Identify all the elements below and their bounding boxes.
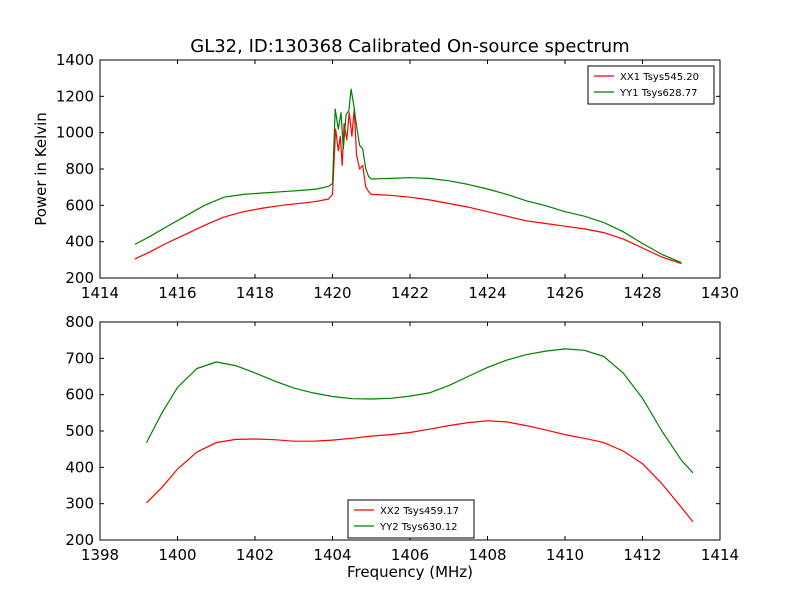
x-tick-label: 1420 xyxy=(313,284,351,302)
x-tick-label: 1428 xyxy=(623,284,661,302)
series-line-yy2 xyxy=(145,348,694,474)
y-tick-label: 1200 xyxy=(56,87,94,105)
bottom-spectrum-panel: 1398 1400 1402 1404 1406 1408 1410 1412 1414 200 3… xyxy=(65,313,739,564)
y-tick-label: 700 xyxy=(65,349,94,367)
y-tick-label: 800 xyxy=(65,313,94,331)
x-axis-label: Frequency (MHz) xyxy=(347,563,473,581)
x-tick-label: 1422 xyxy=(391,284,429,302)
legend-label: YY1 Tsys628.77 xyxy=(619,88,698,99)
legend-box xyxy=(347,499,475,539)
y-tick-label: 200 xyxy=(65,531,94,549)
series-line-xx2 xyxy=(146,420,694,523)
x-tick-label: 1418 xyxy=(236,284,274,302)
x-tick-label: 1402 xyxy=(236,546,274,564)
top-spectrum-panel: 1414 1416 1418 1420 1422 1424 1426 1428 1430 200 4… xyxy=(56,51,739,302)
x-tick-label: 1398 xyxy=(81,546,119,564)
y-tick-label: 600 xyxy=(65,196,94,214)
x-tick-label: 1424 xyxy=(468,284,506,302)
y-tick-label: 600 xyxy=(65,386,94,404)
legend-label: YY2 Tsys630.12 xyxy=(379,522,458,533)
x-tick-label: 1426 xyxy=(546,284,584,302)
figure-title: GL32, ID:130368 Calibrated On-source spe… xyxy=(190,36,629,57)
x-tick-label: 1408 xyxy=(468,546,506,564)
series-line-yy1 xyxy=(134,88,682,264)
x-tick-label: 1414 xyxy=(701,546,739,564)
y-tick-label: 400 xyxy=(65,458,94,476)
x-tick-label: 1412 xyxy=(623,546,661,564)
x-tick-label: 1410 xyxy=(546,546,584,564)
y-tick-label: 800 xyxy=(65,160,94,178)
x-tick-label: 1400 xyxy=(158,546,196,564)
y-tick-label: 500 xyxy=(65,422,94,440)
y-tick-label: 300 xyxy=(65,495,94,513)
y-tick-label: 400 xyxy=(65,233,94,251)
x-tick-label: 1430 xyxy=(701,284,739,302)
legend-box xyxy=(587,65,715,105)
x-tick-label: 1404 xyxy=(313,546,351,564)
x-tick-label: 1416 xyxy=(158,284,196,302)
legend-label: XX1 Tsys545.20 xyxy=(620,72,699,83)
y-axis-label: Power in Kelvin xyxy=(32,112,50,226)
x-tick-label: 1414 xyxy=(81,284,119,302)
y-tick-label: 200 xyxy=(65,269,94,287)
y-tick-label: 1400 xyxy=(56,51,94,69)
legend-label: XX2 Tsys459.17 xyxy=(380,506,459,517)
x-tick-label: 1406 xyxy=(391,546,429,564)
y-tick-label: 1000 xyxy=(56,124,94,142)
series-line-xx1 xyxy=(134,108,682,265)
